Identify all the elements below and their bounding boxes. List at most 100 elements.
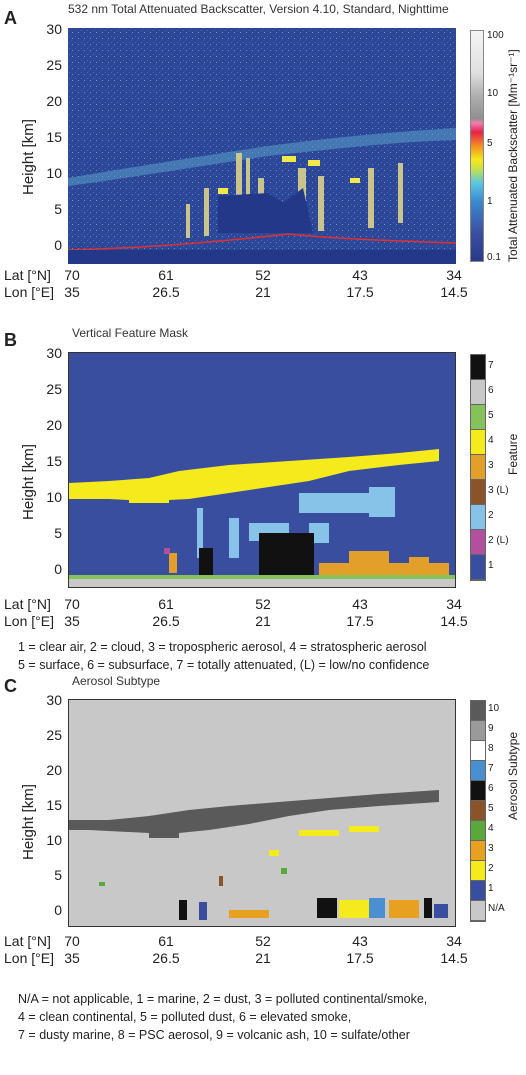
lat-tick: 70: [64, 933, 80, 949]
panel-c-lat-label: Lat [°N]: [4, 933, 51, 949]
lat-tick: 61: [158, 933, 174, 949]
panel-a-colorbar: [470, 30, 484, 262]
ytick: 25: [46, 57, 62, 73]
aerosol-class-label: 7: [488, 763, 494, 774]
ytick: 5: [54, 867, 62, 883]
aerosol-class-label: 5: [488, 803, 494, 814]
ytick: 15: [46, 453, 62, 469]
lon-tick: 14.5: [440, 950, 468, 966]
feature-class-swatch: [471, 355, 485, 380]
cbar-tick: 100: [487, 30, 504, 41]
panel-a-lat-label: Lat [°N]: [4, 267, 51, 283]
feature-class-swatch: [471, 505, 485, 530]
feature-class-label: 4: [488, 434, 494, 446]
aerosol-class-label: 8: [488, 743, 494, 754]
aerosol-class-swatch: [471, 881, 485, 901]
feature-class-swatch: [471, 430, 485, 455]
feature-class-label: 3 (L): [488, 484, 509, 496]
ytick: 5: [54, 201, 62, 217]
lon-tick: 21: [255, 284, 271, 300]
lat-tick: 70: [64, 267, 80, 283]
ytick: 20: [46, 417, 62, 433]
aerosol-class-label: 3: [488, 843, 494, 854]
aerosol-class-label: 9: [488, 723, 494, 734]
legend-line: 5 = surface, 6 = subsurface, 7 = totally…: [18, 658, 430, 672]
aerosol-class-swatch: [471, 901, 485, 921]
panel-b-legend: 1 = clear air, 2 = cloud, 3 = tropospher…: [18, 638, 429, 674]
lon-tick: 21: [255, 613, 271, 629]
feature-class-label: 6: [488, 384, 494, 396]
lat-tick: 52: [255, 596, 271, 612]
aerosol-class-swatch: [471, 841, 485, 861]
panel-b-lat-label: Lat [°N]: [4, 596, 51, 612]
ytick: 0: [54, 237, 62, 253]
legend-line: N/A = not applicable, 1 = marine, 2 = du…: [18, 992, 428, 1006]
feature-class-swatch: [471, 380, 485, 405]
panel-b-title: Vertical Feature Mask: [72, 326, 189, 340]
lat-tick: 43: [352, 267, 368, 283]
lat-tick: 34: [446, 267, 462, 283]
ytick: 5: [54, 525, 62, 541]
feature-class-label: 5: [488, 409, 494, 421]
panel-c-plot: [68, 699, 456, 927]
aerosol-class-swatch: [471, 781, 485, 801]
feature-class-swatch: [471, 405, 485, 430]
feature-class-label: 7: [488, 359, 494, 371]
aerosol-class-label: 1: [488, 883, 494, 894]
legend-line: 1 = clear air, 2 = cloud, 3 = tropospher…: [18, 640, 427, 654]
panel-a-lon-label: Lon [°E]: [4, 284, 54, 300]
lon-tick: 35: [64, 284, 80, 300]
panel-c-lon-label: Lon [°E]: [4, 950, 54, 966]
lat-tick: 61: [158, 267, 174, 283]
legend-line: 4 = clean continental, 5 = polluted dust…: [18, 1010, 352, 1024]
panel-a-colorbar-title: Total Attenuated Backscatter [Mm⁻¹sr⁻¹]: [506, 49, 520, 262]
lon-tick: 26.5: [152, 613, 180, 629]
cbar-tick: 10: [487, 88, 499, 99]
aerosol-class-label: 10: [488, 703, 500, 714]
panel-b-colorbar: [470, 354, 486, 581]
lon-tick: 26.5: [152, 950, 180, 966]
panel-c-letter: C: [4, 676, 17, 696]
lat-tick: 34: [446, 933, 462, 949]
ytick: 0: [54, 561, 62, 577]
ytick: 10: [46, 489, 62, 505]
ytick: 20: [46, 762, 62, 778]
ytick: 10: [46, 832, 62, 848]
panel-b-colorbar-title: Feature: [506, 433, 520, 475]
feature-class-label: 3: [488, 459, 494, 471]
feature-class-swatch: [471, 555, 485, 580]
lat-tick: 70: [64, 596, 80, 612]
panel-a-title: 532 nm Total Attenuated Backscatter, Ver…: [68, 2, 449, 16]
ytick: 15: [46, 797, 62, 813]
aerosol-class-swatch: [471, 861, 485, 881]
lat-tick: 43: [352, 596, 368, 612]
feature-class-label: 2 (L): [488, 534, 509, 546]
lon-tick: 17.5: [346, 284, 374, 300]
lon-tick: 14.5: [440, 284, 468, 300]
panel-c-title: Aerosol Subtype: [72, 674, 161, 688]
feature-class-label: 2: [488, 509, 494, 521]
lat-tick: 52: [255, 267, 271, 283]
cbar-tick: 5: [487, 138, 493, 149]
aerosol-class-label: 4: [488, 823, 494, 834]
panel-c-colorbar-title: Aerosol Subtype: [506, 731, 520, 820]
aerosol-class-swatch: [471, 701, 485, 721]
panel-a-ylabel: Height [km]: [20, 119, 37, 195]
feature-class-swatch: [471, 455, 485, 480]
backscatter-image: [68, 28, 456, 264]
ytick: 10: [46, 165, 62, 181]
lon-tick: 26.5: [152, 284, 180, 300]
ytick: 25: [46, 381, 62, 397]
aerosol-class-swatch: [471, 821, 485, 841]
lon-tick: 21: [255, 950, 271, 966]
aerosol-class-swatch: [471, 761, 485, 781]
aerosol-class-swatch: [471, 721, 485, 741]
panel-c-ylabel: Height [km]: [20, 784, 37, 860]
legend-line: 7 = dusty marine, 8 = PSC aerosol, 9 = v…: [18, 1028, 410, 1042]
ytick: 30: [46, 692, 62, 708]
aerosol-subtype-image: [69, 700, 455, 926]
panel-a-plot: [68, 28, 456, 264]
aerosol-class-label: 6: [488, 783, 494, 794]
lon-tick: 35: [64, 613, 80, 629]
feature-class-label: 1: [488, 559, 494, 571]
